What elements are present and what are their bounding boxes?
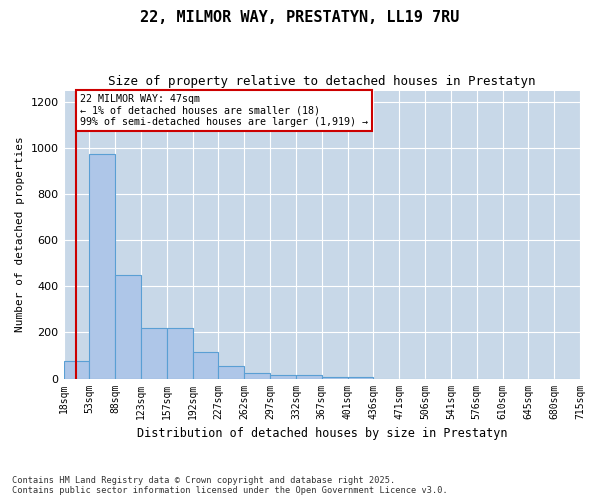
- Text: 22 MILMOR WAY: 47sqm
← 1% of detached houses are smaller (18)
99% of semi-detach: 22 MILMOR WAY: 47sqm ← 1% of detached ho…: [80, 94, 368, 127]
- Text: 22, MILMOR WAY, PRESTATYN, LL19 7RU: 22, MILMOR WAY, PRESTATYN, LL19 7RU: [140, 10, 460, 25]
- Bar: [244, 373, 270, 378]
- Bar: [141, 328, 167, 378]
- Bar: [64, 362, 89, 378]
- Bar: [167, 328, 193, 378]
- Bar: [89, 154, 115, 378]
- Title: Size of property relative to detached houses in Prestatyn: Size of property relative to detached ho…: [108, 75, 536, 88]
- Bar: [270, 375, 296, 378]
- Bar: [193, 352, 218, 378]
- Y-axis label: Number of detached properties: Number of detached properties: [15, 136, 25, 332]
- Bar: [296, 375, 322, 378]
- Bar: [115, 275, 141, 378]
- Text: Contains HM Land Registry data © Crown copyright and database right 2025.
Contai: Contains HM Land Registry data © Crown c…: [12, 476, 448, 495]
- X-axis label: Distribution of detached houses by size in Prestatyn: Distribution of detached houses by size …: [137, 427, 507, 440]
- Bar: [218, 366, 244, 378]
